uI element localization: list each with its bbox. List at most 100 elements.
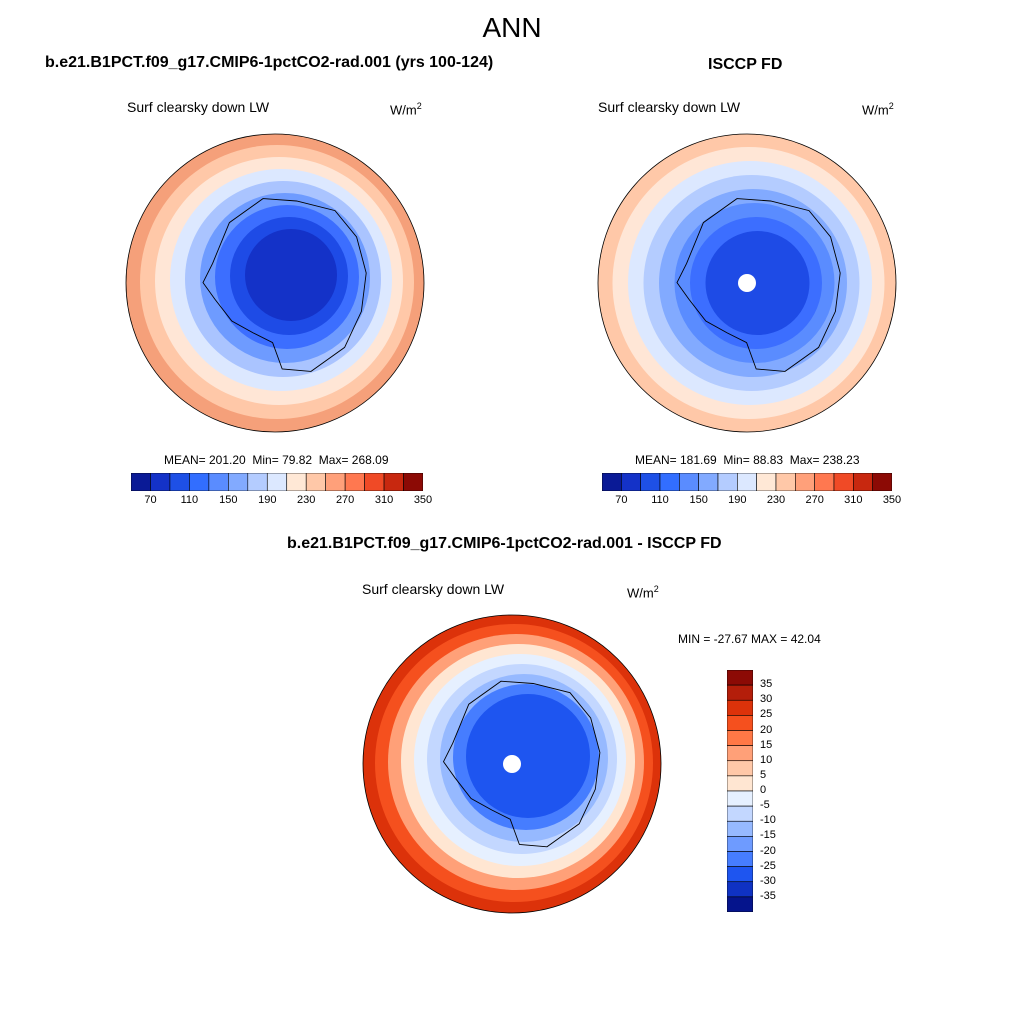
colorbar-tick-label: 230 xyxy=(297,494,316,506)
colorbar-swatch xyxy=(727,836,753,852)
colorbar-tick-label: 15 xyxy=(760,738,773,751)
obs-stats: MEAN= 181.69 Min= 88.83 Max= 238.23 xyxy=(635,453,860,467)
colorbar-swatch xyxy=(640,473,661,491)
colorbar-tick-label: 0 xyxy=(760,784,767,796)
colorbar-swatch xyxy=(727,790,753,807)
colorbar-swatch xyxy=(727,896,753,912)
colorbar-tick-label: 35 xyxy=(760,678,773,691)
colorbar-swatch xyxy=(833,473,854,491)
obs-max: Max= 238.23 xyxy=(789,453,860,467)
colorbar-swatch xyxy=(403,473,423,491)
colorbar-tick-label: 150 xyxy=(689,494,708,506)
colorbar-swatch xyxy=(727,670,753,686)
colorbar-swatch xyxy=(727,851,753,867)
colorbar-swatch xyxy=(727,775,753,792)
colorbar-swatch xyxy=(795,473,815,491)
pole-hole xyxy=(503,755,521,773)
colorbar-swatch xyxy=(698,473,719,491)
colorbar-tick-label: -10 xyxy=(760,814,776,827)
contour-band xyxy=(466,694,590,818)
model-case-title: b.e21.B1PCT.f09_g17.CMIP6-1pctCO2-rad.00… xyxy=(45,54,494,71)
colorbar-swatch xyxy=(814,473,835,491)
colorbar-tick-label: 190 xyxy=(728,494,747,506)
colorbar-swatch xyxy=(727,760,753,777)
colorbar-swatch xyxy=(717,473,738,491)
obs-min: Min= 88.83 xyxy=(723,453,784,467)
colorbar-swatch xyxy=(727,881,753,898)
contour-band xyxy=(245,229,337,321)
colorbar-swatch xyxy=(727,730,753,746)
colorbar-tick-label: 110 xyxy=(180,494,199,506)
model-polar-map xyxy=(125,133,425,433)
obs-colorbar-ticks: 70 110 150 190 230 270 310 350 xyxy=(602,494,901,510)
colorbar-tick-label: -25 xyxy=(760,859,776,872)
colorbar-swatch xyxy=(189,473,210,491)
colorbar-tick-label: 350 xyxy=(882,494,902,506)
colorbar-swatch xyxy=(383,473,404,491)
colorbar-swatch xyxy=(727,715,753,731)
model-colorbar-ticks: 70 110 150 190 230 270 310 350 xyxy=(131,494,432,510)
coastline xyxy=(202,198,367,372)
colorbar-swatch xyxy=(169,473,190,491)
diff-minmax: MIN = -27.67 MAX = 42.04 xyxy=(678,632,821,646)
colorbar-tick-label: 20 xyxy=(760,723,773,736)
diff-units-label: W/m2 xyxy=(627,584,659,601)
model-max: Max= 268.09 xyxy=(318,453,389,467)
colorbar-tick-label: 270 xyxy=(335,494,355,506)
colorbar-tick-label: 70 xyxy=(615,494,628,506)
colorbar-swatch xyxy=(756,473,777,491)
colorbar-swatch xyxy=(364,473,385,491)
colorbar-swatch xyxy=(727,699,753,716)
colorbar-swatch xyxy=(208,473,229,491)
colorbar-tick-label: 350 xyxy=(413,494,433,506)
colorbar-tick-label: 25 xyxy=(760,708,773,721)
colorbar-tick-label: 70 xyxy=(144,494,157,506)
colorbar-tick-label: 10 xyxy=(760,753,773,766)
obs-polar-map xyxy=(597,133,897,433)
colorbar-swatch xyxy=(228,473,249,491)
model-units-label: W/m2 xyxy=(390,101,422,118)
colorbar-swatch xyxy=(727,866,753,883)
contour-band xyxy=(705,231,810,335)
colorbar-tick-label: -30 xyxy=(760,874,776,887)
diff-colorbar xyxy=(727,670,753,912)
colorbar-swatch xyxy=(727,820,753,837)
colorbar-swatch xyxy=(872,473,892,491)
model-colorbar xyxy=(131,473,423,491)
obs-case-title: ISCCP FD xyxy=(708,56,783,73)
colorbar-swatch xyxy=(325,473,346,491)
colorbar-swatch xyxy=(727,805,753,822)
colorbar-swatch xyxy=(305,473,326,491)
colorbar-swatch xyxy=(266,473,288,491)
colorbar-swatch xyxy=(659,473,680,491)
colorbar-tick-label: 190 xyxy=(258,494,277,506)
diff-variable-label: Surf clearsky down LW xyxy=(362,581,505,597)
colorbar-swatch xyxy=(286,473,307,491)
colorbar-tick-label: 30 xyxy=(760,693,773,706)
colorbar-swatch xyxy=(775,473,796,491)
obs-units-label: W/m2 xyxy=(862,101,894,118)
colorbar-swatch xyxy=(602,473,622,491)
colorbar-swatch xyxy=(853,473,873,491)
colorbar-swatch xyxy=(679,473,699,491)
diff-polar-map xyxy=(362,614,662,914)
colorbar-swatch xyxy=(737,473,757,491)
obs-variable-label: Surf clearsky down LW xyxy=(598,99,741,115)
coastline xyxy=(442,680,601,848)
colorbar-swatch xyxy=(621,473,641,491)
diff-case-title: b.e21.B1PCT.f09_g17.CMIP6-1pctCO2-rad.00… xyxy=(287,535,722,552)
obs-mean: MEAN= 181.69 xyxy=(635,453,717,467)
colorbar-tick-label: 150 xyxy=(219,494,238,506)
model-variable-label: Surf clearsky down LW xyxy=(127,99,270,115)
colorbar-tick-label: 310 xyxy=(844,494,863,506)
colorbar-tick-label: -5 xyxy=(760,799,770,812)
model-stats: MEAN= 201.20 Min= 79.82 Max= 268.09 xyxy=(164,453,389,467)
obs-colorbar xyxy=(602,473,892,491)
colorbar-tick-label: -15 xyxy=(760,829,776,842)
model-mean: MEAN= 201.20 xyxy=(164,453,246,467)
diff-colorbar-ticks: 35 30 25 20 15 10 5 0 -5 -10 -15 -20 -25 -30 -35 xyxy=(758,670,798,912)
colorbar-swatch xyxy=(150,473,171,491)
colorbar-swatch xyxy=(131,473,151,491)
colorbar-tick-label: 230 xyxy=(766,494,786,506)
colorbar-tick-label: -35 xyxy=(760,889,776,902)
